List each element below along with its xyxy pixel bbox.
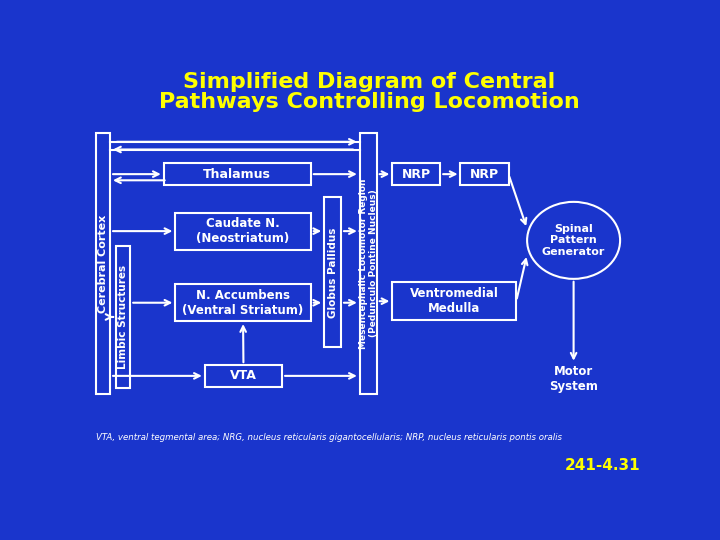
Text: Caudate N.
(Neostriatum): Caudate N. (Neostriatum): [197, 217, 289, 245]
Text: Thalamus: Thalamus: [203, 167, 271, 181]
Text: 241-4.31: 241-4.31: [564, 458, 640, 473]
FancyBboxPatch shape: [360, 132, 377, 394]
Ellipse shape: [527, 202, 620, 279]
FancyBboxPatch shape: [96, 132, 110, 394]
Text: Pathways Controlling Locomotion: Pathways Controlling Locomotion: [158, 92, 580, 112]
Text: Simplified Diagram of Central: Simplified Diagram of Central: [183, 72, 555, 92]
Text: Mesencephalic Locomotor Region
(Pedunculo Pontine Nucleus): Mesencephalic Locomotor Region (Peduncul…: [359, 178, 378, 349]
Text: Motor
System: Motor System: [549, 365, 598, 393]
Text: Cerebral Cortex: Cerebral Cortex: [98, 214, 108, 313]
FancyBboxPatch shape: [163, 164, 311, 185]
FancyBboxPatch shape: [204, 365, 282, 387]
FancyBboxPatch shape: [175, 284, 311, 321]
FancyBboxPatch shape: [461, 164, 508, 185]
Text: NRP: NRP: [402, 167, 431, 181]
FancyBboxPatch shape: [392, 164, 441, 185]
Text: N. Accumbens
(Ventral Striatum): N. Accumbens (Ventral Striatum): [182, 289, 304, 317]
FancyBboxPatch shape: [117, 246, 130, 388]
FancyBboxPatch shape: [175, 213, 311, 249]
Text: Limbic Structures: Limbic Structures: [118, 265, 128, 369]
FancyBboxPatch shape: [392, 282, 516, 320]
Text: Ventromedial
Medulla: Ventromedial Medulla: [410, 287, 499, 315]
Text: Globus Pallidus: Globus Pallidus: [328, 227, 338, 318]
Text: NRP: NRP: [470, 167, 499, 181]
Text: VTA, ventral tegmental area; NRG, nucleus reticularis gigantocellularis; NRP, nu: VTA, ventral tegmental area; NRG, nucleu…: [96, 433, 562, 442]
Text: VTA: VTA: [230, 369, 257, 382]
FancyBboxPatch shape: [324, 197, 341, 347]
Text: Spinal
Pattern
Generator: Spinal Pattern Generator: [542, 224, 606, 257]
